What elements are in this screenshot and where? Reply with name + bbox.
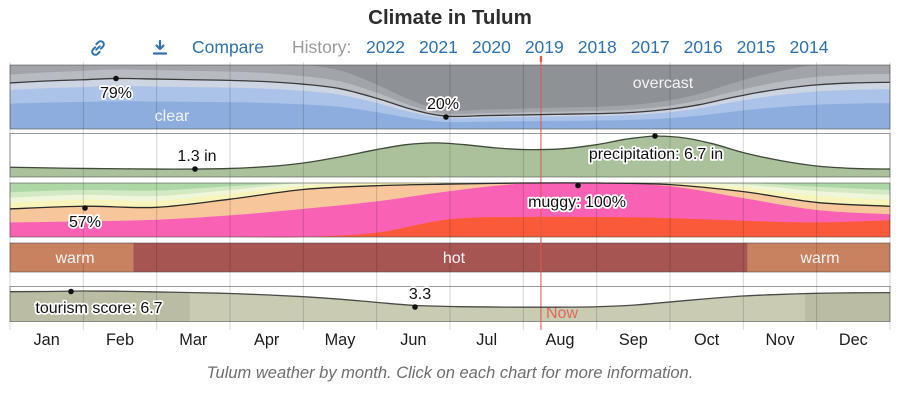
humidity-comfort-layer-oppressive [10, 216, 890, 238]
month-label-may: May [324, 331, 356, 349]
precipitation-chart[interactable] [10, 136, 890, 177]
band-border [9, 133, 891, 178]
cloud-cover-layer-clear [10, 101, 890, 129]
month-label-oct: Oct [693, 331, 720, 349]
data-line [9, 290, 891, 308]
now-tick [539, 56, 543, 62]
year-link-2015[interactable]: 2015 [736, 37, 776, 57]
data-point-dot [412, 304, 418, 310]
month-label-apr: Apr [253, 331, 280, 349]
year-link-2021[interactable]: 2021 [418, 37, 458, 57]
tourism-score-highlight [804, 292, 890, 322]
month-label-dec: Dec [838, 331, 868, 349]
history-years: 2022 2021 2020 2019 2018 2017 2016 2015 2014 [366, 37, 828, 58]
month-label-sep: Sep [618, 331, 648, 349]
month-axis: Jan Feb Mar Apr May Jun Jul Aug Sep Oct Nov Dec [0, 331, 900, 351]
humidity-comfort-chart[interactable] [10, 182, 890, 238]
band-label: warm [799, 250, 839, 267]
data-point-label: 3.3 [409, 286, 431, 303]
year-link-2014[interactable]: 2014 [789, 37, 829, 57]
download-icon[interactable] [150, 38, 170, 58]
data-point-label: 79% [100, 85, 132, 102]
caption: Tulum weather by month. Click on each ch… [206, 364, 694, 382]
compare-link[interactable]: Compare [192, 37, 264, 57]
data-point-dot [443, 114, 449, 120]
precipitation-area [10, 136, 890, 177]
year-link-2016[interactable]: 2016 [683, 37, 723, 57]
page-title: Climate in Tulum [368, 6, 532, 29]
band-border [9, 64, 891, 130]
data-line [9, 77, 891, 118]
temperature-bands-chart[interactable] [10, 243, 890, 272]
month-label-feb: Feb [105, 331, 135, 349]
temperature-bands-segment-hot[interactable] [133, 243, 748, 272]
month-label-jun: Jun [400, 331, 427, 349]
tourism-score-chart[interactable] [10, 291, 890, 322]
history-label: History: [292, 37, 352, 57]
month-label-jan: Jan [33, 331, 60, 349]
data-line [9, 182, 891, 210]
band-border [9, 182, 891, 238]
band-label: warm [54, 250, 94, 267]
tourism-score-highlight [10, 291, 190, 322]
data-point-label: 1.3 in [177, 148, 216, 165]
data-point-dot [192, 166, 198, 172]
band-border [9, 286, 891, 322]
tourism-score-area [10, 291, 890, 322]
data-point-label: 20% [427, 96, 459, 113]
band-fills [10, 64, 890, 322]
band-label: overcast [633, 75, 694, 92]
band-label: clear [155, 108, 190, 125]
data-point-label: 57% [69, 214, 101, 231]
data-point-dot [68, 288, 74, 295]
month-label-aug: Aug [545, 331, 575, 349]
year-link-2017[interactable]: 2017 [630, 37, 670, 57]
share-link-icon[interactable] [88, 38, 108, 58]
toolbar: Compare History: 2022 2021 2020 2019 2018 201… [0, 36, 900, 62]
year-link-2022[interactable]: 2022 [366, 37, 405, 57]
now-label: Now [546, 305, 578, 322]
temperature-bands-segment-warm[interactable] [747, 243, 890, 272]
month-label-jul: Jul [476, 331, 498, 349]
data-point-dot [82, 205, 88, 211]
data-point-dot [652, 133, 658, 139]
data-point-dot [113, 75, 119, 82]
band-strokes-labels: Now clear overcast warm hot warm 79% 20% 1.3 in p… [9, 56, 891, 330]
band-label: hot [443, 250, 466, 267]
month-label-mar: Mar [179, 331, 208, 349]
data-point-label: tourism score: 6.7 [35, 300, 162, 317]
temperature-bands-segment-warm[interactable] [10, 243, 134, 272]
data-point-label: muggy: 100% [528, 194, 626, 211]
band-border [9, 242, 891, 273]
year-link-2020[interactable]: 2020 [471, 37, 511, 57]
data-line [9, 135, 891, 170]
month-label-nov: Nov [765, 331, 795, 349]
year-link-2019[interactable]: 2019 [524, 37, 564, 57]
cloud-cover-chart[interactable] [10, 64, 890, 129]
data-point-dot [575, 182, 581, 189]
data-point-label: precipitation: 6.7 in [589, 146, 723, 163]
year-link-2018[interactable]: 2018 [577, 37, 617, 57]
